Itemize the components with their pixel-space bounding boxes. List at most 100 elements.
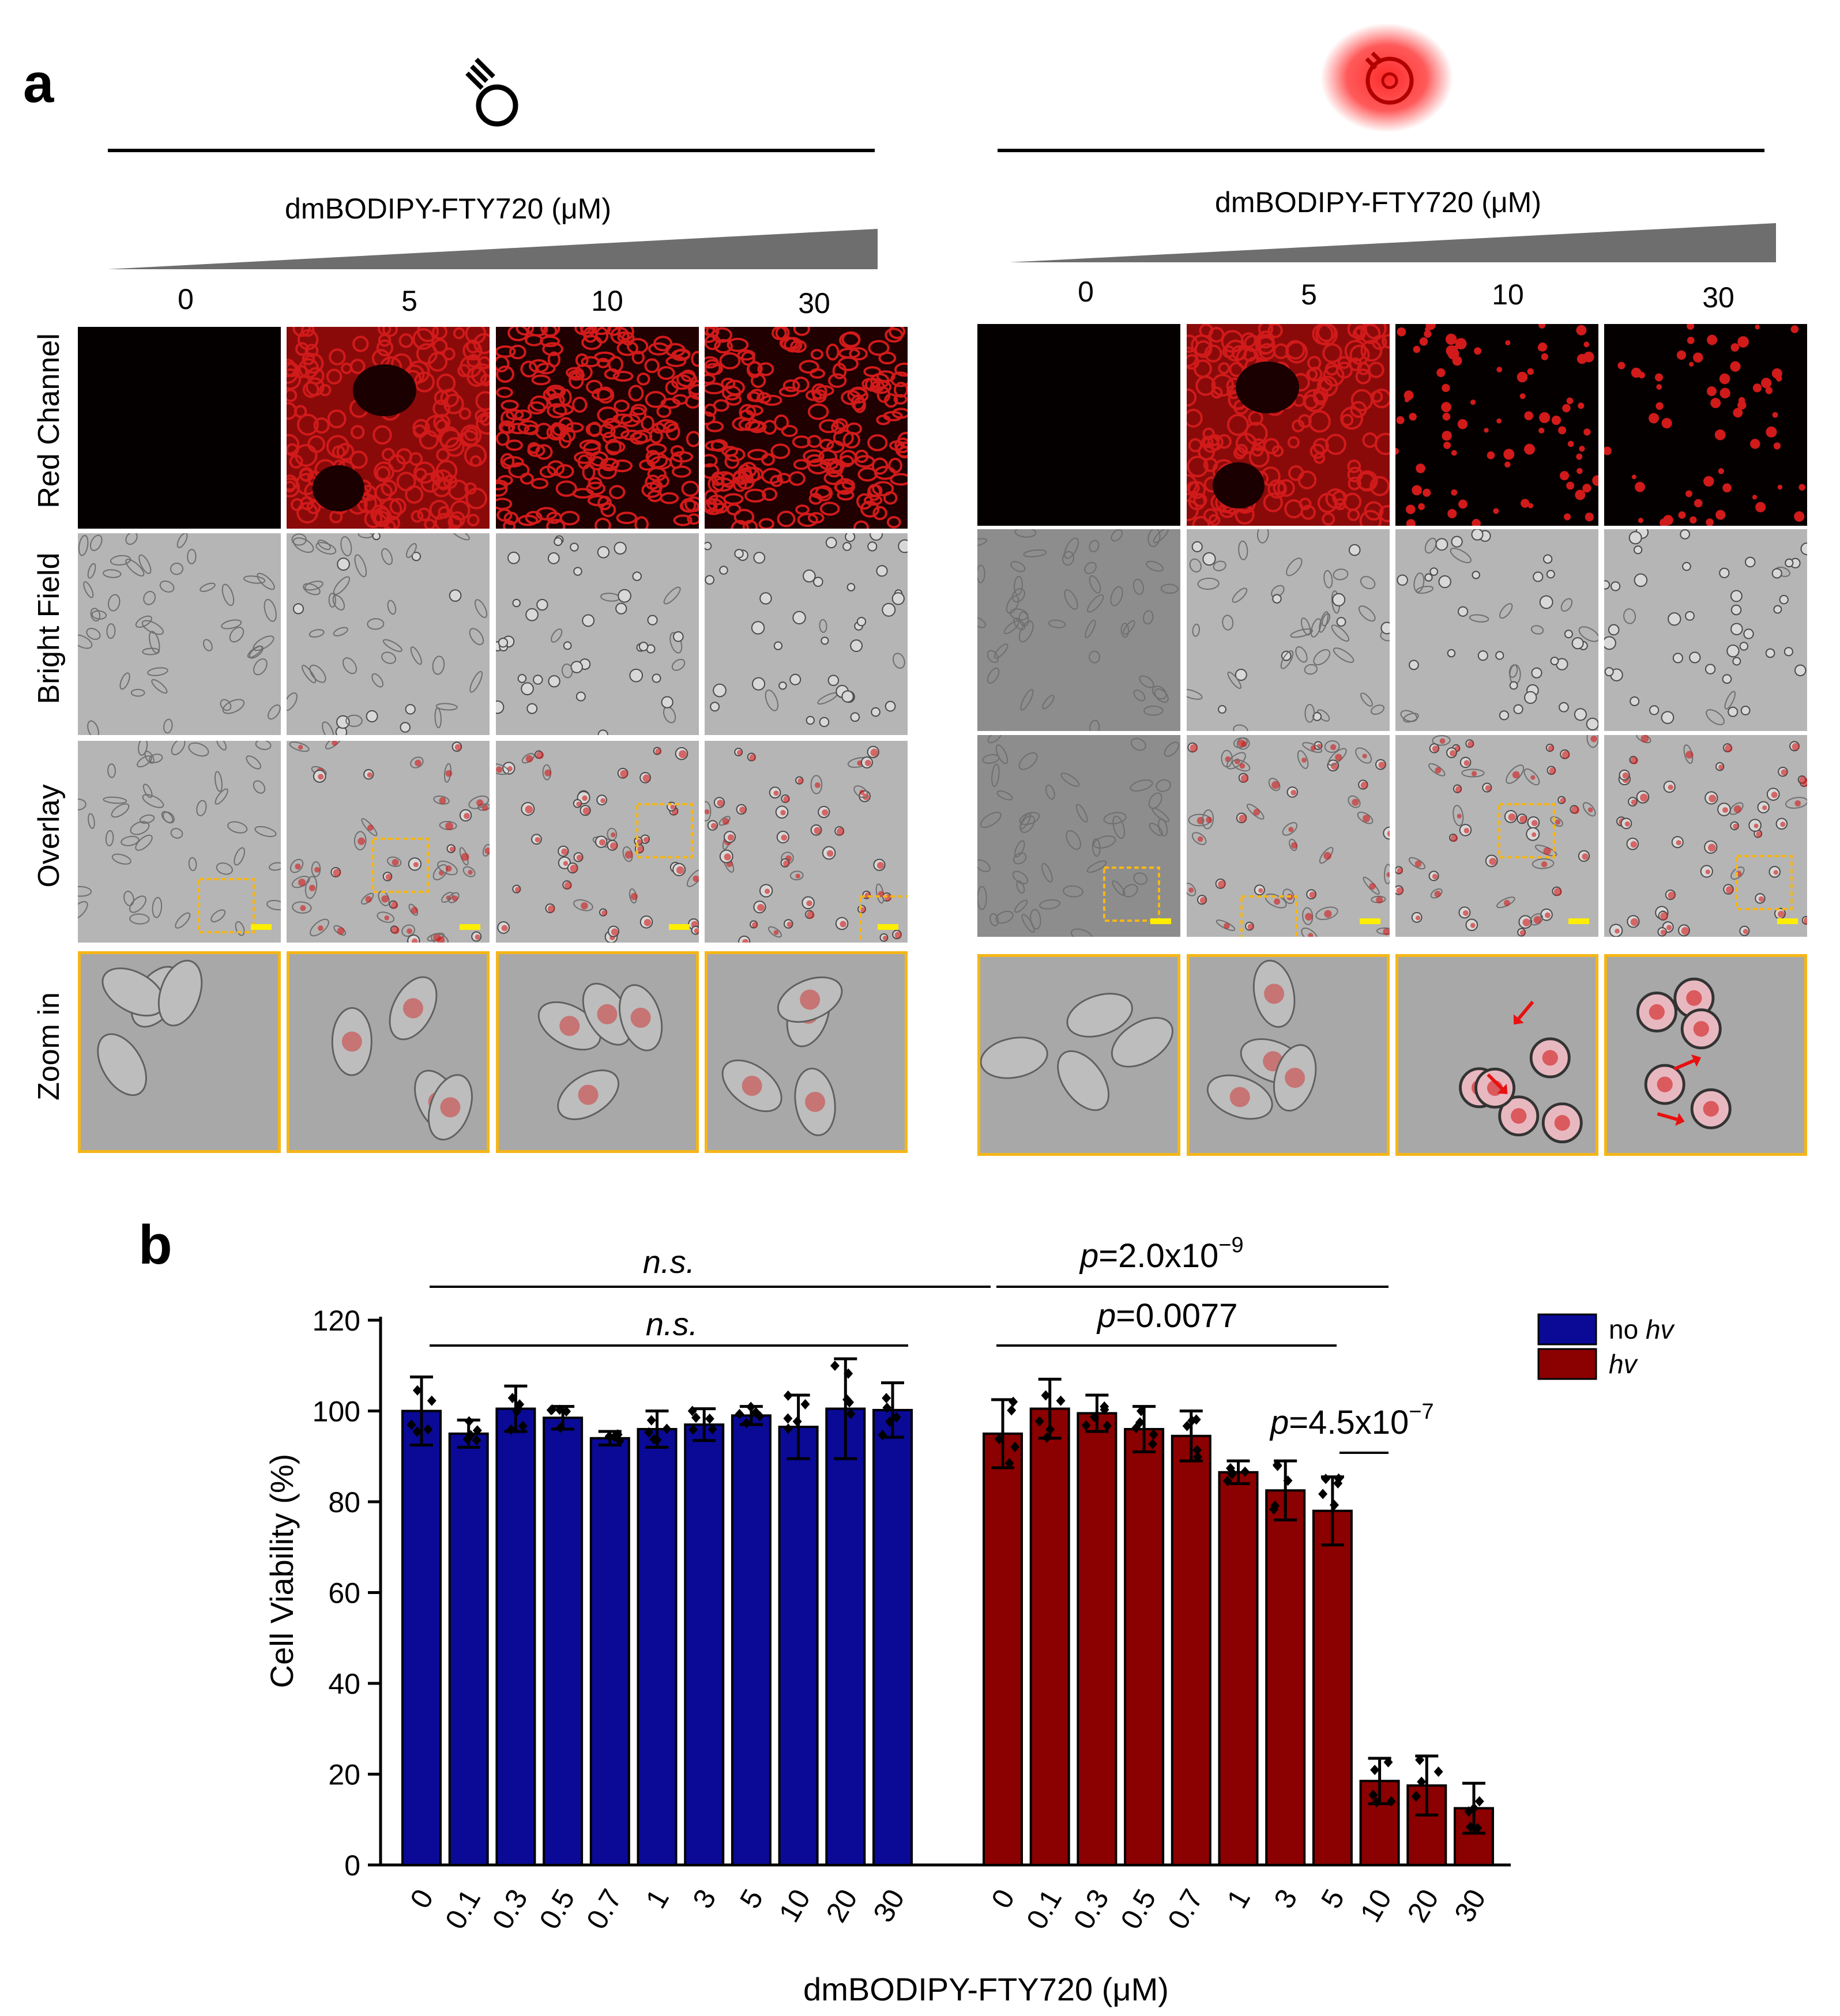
group-divider-right [998,149,1764,152]
data-point [708,1424,717,1435]
data-point [1090,1411,1100,1422]
data-point [1411,1791,1421,1802]
data-point [1010,1441,1020,1452]
data-point [1372,1797,1382,1808]
data-point [1474,1796,1484,1807]
data-point [646,1415,656,1426]
chart-legend: no hv hv [1537,1313,1676,1380]
bright-field-image [1187,529,1390,731]
zoom-in-image [977,954,1180,1156]
data-point [1131,1423,1141,1434]
col-label: 30 [1702,281,1734,314]
data-point [1412,1791,1421,1802]
x-tick-label: 0 [404,1884,439,1914]
panel-b-letter: b [138,1214,172,1276]
data-point [506,1424,516,1435]
row-label-overlay: Overlay [32,784,66,888]
bar [825,1407,866,1866]
red-channel-image [1395,324,1598,526]
data-point [662,1423,672,1434]
data-point [792,1416,802,1427]
annotation-p1: p=2.0x10−9 [1079,1233,1244,1275]
bar [983,1432,1023,1866]
x-tick-label: 0 [985,1884,1021,1914]
y-axis-label: Cell Viability (%) [264,1454,300,1689]
col-label: 0 [178,283,194,315]
bar [731,1414,772,1866]
col-label: 10 [591,285,623,317]
gradient-wedge-right [1009,223,1776,262]
data-point [649,1434,659,1445]
group-divider-left [108,149,875,152]
data-point [609,1431,619,1442]
x-tick-label: 0.1 [439,1884,487,1935]
row-label-zoom-in: Zoom in [32,992,66,1101]
data-point [556,1422,566,1433]
annotation-p3: p=4.5x10−7 [1269,1400,1434,1441]
x-tick-label: 20 [1401,1884,1445,1928]
data-point [1222,1476,1232,1487]
x-tick-label: 0.1 [1020,1884,1068,1935]
data-point [1034,1416,1044,1427]
bar [778,1426,819,1866]
bright-field-image [78,533,281,735]
data-point [882,1393,891,1404]
x-tick-label: 20 [820,1884,864,1928]
data-point [1225,1463,1235,1474]
bar [1454,1807,1494,1866]
legend-label-hv: hv [1609,1349,1639,1379]
data-point [1321,1474,1331,1484]
data-point [1464,1806,1474,1817]
data-point [1227,1467,1237,1478]
zoom-in-image [287,951,490,1153]
data-point [1272,1460,1282,1471]
data-point [1433,1766,1443,1777]
data-point [1041,1390,1051,1401]
data-point [472,1425,482,1436]
data-point [784,1423,793,1434]
y-tick-label: 60 [328,1577,360,1610]
data-point [878,1430,887,1441]
data-point [844,1368,853,1379]
data-point [1056,1395,1066,1406]
data-point [1100,1404,1109,1415]
data-point [742,1418,751,1429]
y-tick-label: 40 [328,1668,360,1700]
bar [872,1408,913,1867]
data-point [1329,1499,1339,1510]
data-point [518,1420,528,1431]
legend-swatch-no-hv [1537,1313,1597,1346]
col-label: 30 [798,287,830,319]
zoom-in-image [496,951,699,1153]
data-point [1045,1424,1055,1435]
overlay-image [705,741,908,943]
data-point [512,1406,522,1417]
red-channel-image [496,327,699,529]
data-point [735,1408,744,1419]
x-tick-label: 0.7 [1161,1884,1209,1935]
col-label: 10 [1492,278,1524,311]
data-point [604,1431,614,1442]
x-axis-label: dmBODIPY-FTY720 (μM) [803,1971,1169,2007]
data-point [800,1399,810,1410]
data-point [1187,1415,1197,1426]
data-point [687,1405,697,1416]
red-channel-image [705,327,908,529]
zoom-in-image [1395,954,1598,1156]
data-point [427,1395,437,1406]
bar [1171,1434,1211,1866]
row-label-red-channel: Red Channel [32,333,66,508]
bar [1124,1428,1165,1866]
data-point [1370,1765,1380,1776]
data-point [1270,1500,1280,1511]
data-point [783,1390,793,1401]
data-point [691,1412,701,1423]
x-tick-label: 0.3 [486,1884,534,1935]
panel-a-letter: a [23,52,54,114]
data-point [751,1407,761,1418]
data-point [515,1399,525,1410]
data-point [705,1414,714,1425]
gradient-label-left: dmBODIPY-FTY720 (μM) [285,193,611,225]
data-point [1192,1445,1202,1456]
data-point [1386,1796,1396,1807]
